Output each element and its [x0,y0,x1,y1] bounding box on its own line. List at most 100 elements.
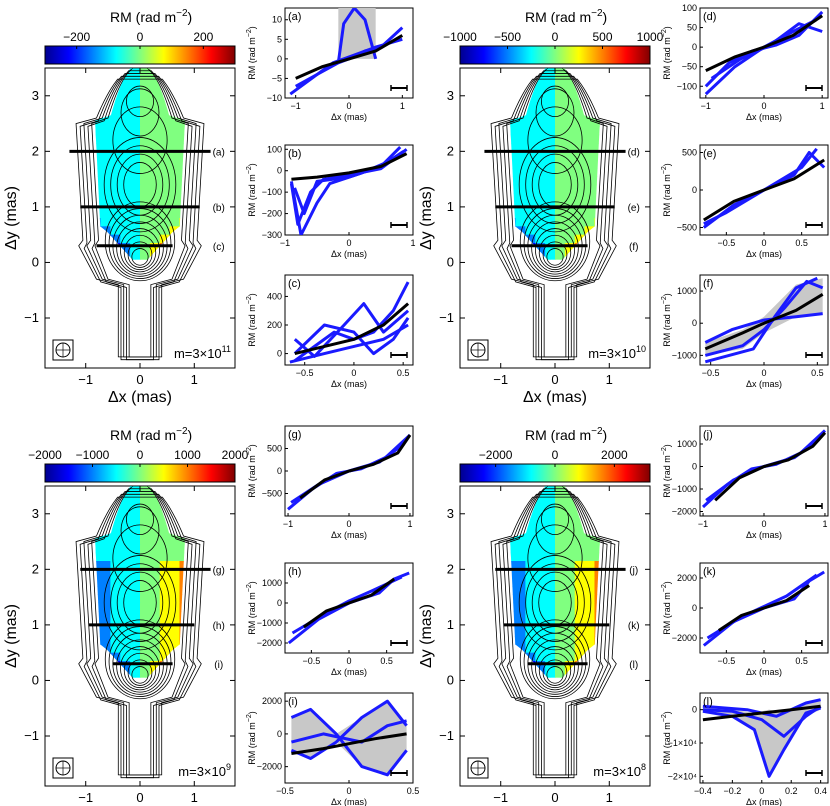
rm-uncertainty-shade [702,699,821,777]
intensity-contour [112,106,168,174]
rm-pixel [520,569,526,579]
rm-pixel [100,577,106,587]
colorbar-tick-label: 0 [552,30,559,44]
profile-ylabel-text: RM (rad m [662,304,672,347]
profile-ylabel-text: RM (rad m [247,722,257,765]
rm-pixel [120,511,126,520]
rm-pixel [144,594,151,604]
rm-pixel [105,118,111,127]
rm-pixel [530,226,536,236]
rm-pixel [110,168,116,177]
rm-pixel [120,561,126,570]
rm-pixel [149,644,156,654]
profile-ytick-label: 100 [682,3,697,13]
rm-pixel [569,519,576,529]
rm-pixel [589,611,595,620]
profile-plot-area [289,281,410,364]
rm-pixel [135,661,141,670]
rm-pixel [525,627,531,637]
map-xtick-label: −1 [493,790,508,805]
rm-pixel [525,536,531,545]
rm-pixel [164,644,171,654]
rm-pixel [125,218,131,227]
profile-ytick-label: 0 [692,42,697,52]
rm-pixel [584,126,591,136]
map-ytick-label: 2 [32,561,39,576]
profile-ylabel-close: ) [662,163,672,166]
rm-pixel [105,226,111,236]
map-ytick-label: 1 [32,617,39,632]
rm-pixel [164,586,171,595]
rm-pixel [149,627,156,637]
intensity-contour [546,248,564,266]
rm-pixel [574,627,581,637]
rm-pixel [154,611,161,620]
profile-xtick-label: −1 [280,238,290,248]
rm-pixel [535,184,541,194]
rm-pixel [125,577,131,587]
rm-pixel [525,594,531,604]
profile-ylabel: RM (rad m−2) [661,163,672,216]
profile-ylabel: RM (rad m−2) [661,711,672,764]
rm-pixel [520,644,526,654]
rm-pixel [120,594,126,604]
rm-pixel [120,134,126,144]
profile-xtick-label: −0.5 [717,656,735,666]
profile-plot-inner [701,429,827,509]
rm-pixel [559,611,566,620]
rm-pixel [589,193,595,202]
rm-pixel [135,184,141,194]
rm-pixel [164,569,171,579]
rm-pixel [555,101,561,111]
rm-pixel [164,109,171,119]
rm-pixel [589,168,595,177]
rm-pixel [540,118,546,127]
rm-pixel [164,168,171,177]
rm-pixel [144,118,151,127]
rm-pixel [149,527,156,537]
rm-pixel [550,561,556,570]
rm-pixel [149,569,156,579]
rm-pixel [105,536,111,545]
intensity-contour [116,153,164,216]
profile-ylabel-text: RM (rad m [662,722,672,765]
rm-pixel [100,159,106,169]
intensity-contour [75,496,205,776]
map-ytick-label: 1 [447,199,454,214]
rm-pixel [559,594,566,604]
profile-xlabel: Δx (mas) [331,797,367,806]
rm-pixel [564,519,571,529]
rm-pixel [540,209,546,219]
rm-pixel [100,594,106,604]
profile-plot-inner [704,10,824,96]
rm-pixel [164,536,171,545]
rm-pixel [584,636,591,645]
rm-pixel [125,176,131,186]
rm-pixel [555,486,561,495]
rm-pixel [130,93,136,102]
rm-pixel [569,209,576,219]
rm-pixel [105,176,111,186]
rm-pixel [530,644,536,654]
profile-xtick-label: 0 [761,656,766,666]
rm-pixel [594,168,600,177]
rm-pixel [540,226,546,236]
rm-pixel [130,234,136,244]
rm-pixel [530,176,536,186]
rm-pixel [130,184,136,194]
profile-xtick-label: −0.5 [302,656,320,666]
rm-profile-panel: (k) −0.5 0 0.5 2000 0 −2000 Δx (mas) RM (rad m−2… [661,562,829,677]
rm-pixel [115,126,121,136]
rm-pixel [579,561,586,570]
rm-pixel [525,602,531,612]
rm-pixel [169,134,176,144]
mass-label-base: m=3×10 [588,346,636,361]
rm-pixel [540,561,546,570]
rm-pixel [555,552,561,562]
colorbar-title-close: ) [188,427,193,443]
rm-pixel [579,218,586,227]
rm-pixel [555,511,561,520]
rm-pixel [545,552,551,562]
rm-pixel [130,536,136,545]
rm-pixel [120,168,126,177]
